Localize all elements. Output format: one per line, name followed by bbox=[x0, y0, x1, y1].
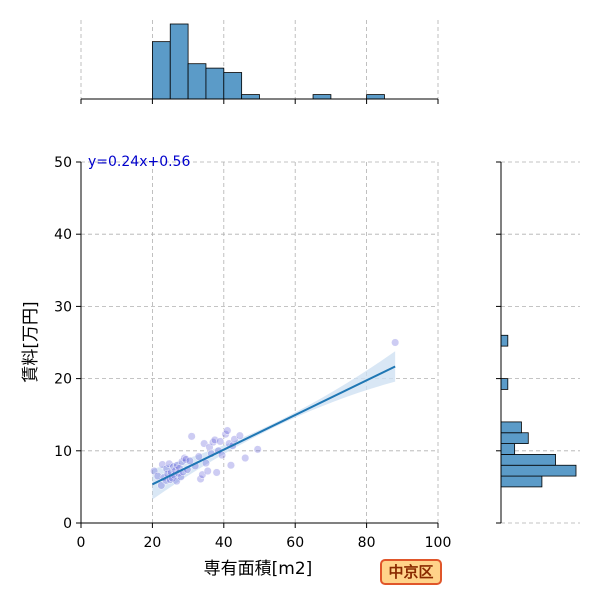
histogram-bar bbox=[500, 432, 529, 444]
scatter-point bbox=[157, 481, 166, 490]
x-tick-label: 40 bbox=[215, 535, 233, 551]
scatter-point bbox=[187, 432, 196, 441]
scatter-plot: 0 20 40 60 80 100 0 10 20 30 40 50 bbox=[54, 155, 451, 551]
histogram-bar bbox=[151, 41, 171, 100]
y-axis-label: 賃料[万円] bbox=[21, 301, 41, 382]
scatter-point bbox=[223, 426, 232, 435]
histogram-bar bbox=[205, 67, 225, 100]
histogram-bar bbox=[312, 94, 332, 100]
x-tick-label: 0 bbox=[77, 535, 86, 551]
scatter-point bbox=[180, 453, 189, 463]
histogram-bar bbox=[500, 443, 516, 455]
x-tick-label: 60 bbox=[286, 535, 304, 551]
scatter-point bbox=[203, 466, 212, 476]
regression-line bbox=[151, 365, 396, 486]
histogram-bar bbox=[241, 94, 260, 100]
ward-badge: 中京区 bbox=[380, 559, 442, 585]
y-tick-label: 10 bbox=[54, 444, 72, 460]
right-marginal-histogram bbox=[496, 161, 580, 524]
regression-equation: y=0.24x+0.56 bbox=[88, 154, 190, 170]
scatter-point bbox=[253, 445, 262, 454]
scatter-point bbox=[165, 459, 174, 468]
scatter-point bbox=[241, 453, 250, 463]
histogram-bar bbox=[500, 334, 509, 347]
y-tick-label: 30 bbox=[54, 299, 72, 315]
scatter-point bbox=[391, 338, 400, 347]
histogram-bar bbox=[500, 454, 556, 466]
histogram-bar bbox=[500, 378, 509, 390]
histogram-bar bbox=[169, 23, 189, 100]
y-tick-label: 50 bbox=[54, 155, 72, 171]
x-axis-label: 専有面積[m2] bbox=[204, 559, 313, 579]
histogram-bar bbox=[366, 94, 385, 100]
x-tick-label: 20 bbox=[143, 535, 161, 551]
scatter-point bbox=[158, 460, 167, 469]
x-tick-label: 80 bbox=[358, 535, 376, 551]
top-marginal-histogram bbox=[80, 20, 439, 104]
histogram-bar bbox=[500, 421, 522, 434]
scatter-point bbox=[176, 472, 186, 481]
scatter-point bbox=[153, 472, 162, 481]
histogram-bar bbox=[500, 464, 577, 477]
x-tick-label: 100 bbox=[425, 535, 452, 551]
scatter-point bbox=[185, 456, 194, 465]
scatter-point bbox=[210, 435, 219, 445]
y-tick-label: 40 bbox=[54, 227, 72, 243]
scatter-point bbox=[172, 477, 181, 486]
scatter-point bbox=[216, 437, 225, 446]
scatter-point bbox=[194, 452, 203, 461]
histogram-bar bbox=[500, 475, 543, 488]
y-tick-label: 20 bbox=[54, 372, 72, 388]
scatter-point bbox=[212, 468, 221, 477]
scatter-point bbox=[235, 431, 244, 440]
scatter-point bbox=[226, 461, 235, 470]
y-tick-label: 0 bbox=[63, 516, 72, 532]
histogram-bar bbox=[187, 63, 207, 100]
scatter-point bbox=[196, 474, 205, 484]
histogram-bar bbox=[223, 72, 243, 100]
